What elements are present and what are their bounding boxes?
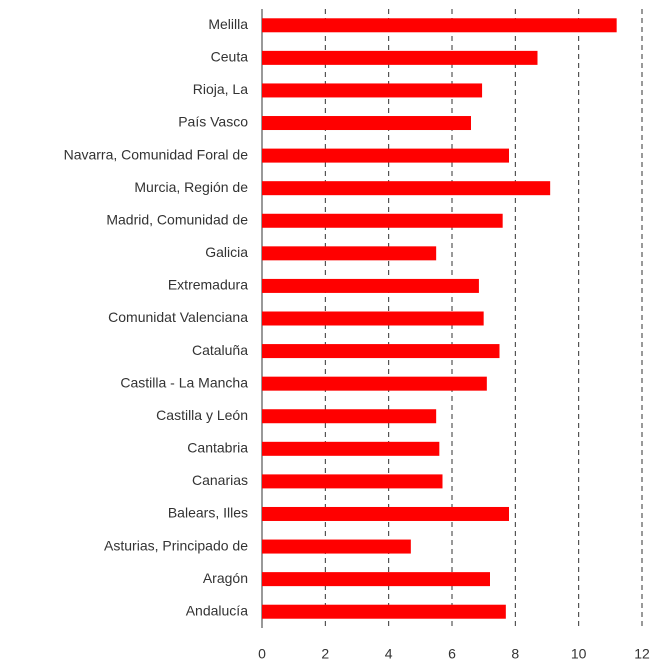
y-tick-label: Andalucía xyxy=(186,602,248,618)
y-tick-label: Asturias, Principado de xyxy=(104,537,248,553)
bar xyxy=(262,344,500,359)
y-tick-label: Murcia, Región de xyxy=(134,179,248,195)
y-tick-label: Extremadura xyxy=(168,277,248,293)
x-tick-label: 4 xyxy=(385,646,393,662)
y-tick-label: Rioja, La xyxy=(193,81,248,97)
bar xyxy=(262,116,471,131)
y-tick-label: Madrid, Comunidad de xyxy=(106,211,248,227)
y-tick-label: Cataluña xyxy=(192,342,248,358)
bar xyxy=(262,83,483,98)
bar xyxy=(262,539,411,554)
bar xyxy=(262,409,437,424)
bar xyxy=(262,474,443,489)
y-tick-label: Navarra, Comunidad Foral de xyxy=(64,146,249,162)
bar xyxy=(262,148,509,163)
x-tick-label: 0 xyxy=(258,646,266,662)
bar xyxy=(262,506,509,521)
y-tick-label: Aragón xyxy=(203,570,248,586)
y-tick-label: Canarias xyxy=(192,472,248,488)
bar xyxy=(262,311,484,326)
x-tick-label: 6 xyxy=(448,646,456,662)
bar xyxy=(262,604,506,619)
y-tick-label: Comunidat Valenciana xyxy=(108,309,248,325)
bar xyxy=(262,572,490,587)
bar xyxy=(262,213,503,228)
bar xyxy=(262,246,437,261)
bar xyxy=(262,18,617,33)
y-tick-label: Castilla y León xyxy=(156,407,248,423)
x-tick-label: 2 xyxy=(321,646,329,662)
x-tick-label: 12 xyxy=(634,646,650,662)
bar xyxy=(262,441,440,456)
bar xyxy=(262,50,538,65)
y-tick-label: Balears, Illes xyxy=(168,505,248,521)
y-tick-label: Castilla - La Mancha xyxy=(120,374,248,390)
x-tick-label: 8 xyxy=(511,646,519,662)
bar xyxy=(262,181,551,196)
y-tick-label: Ceuta xyxy=(211,49,249,65)
y-tick-label: País Vasco xyxy=(178,114,248,130)
y-tick-label: Melilla xyxy=(208,16,248,32)
y-tick-label: Cantabria xyxy=(187,440,248,456)
bar xyxy=(262,376,487,391)
bar xyxy=(262,278,479,293)
x-tick-label: 10 xyxy=(571,646,587,662)
y-tick-label: Galicia xyxy=(205,244,248,260)
